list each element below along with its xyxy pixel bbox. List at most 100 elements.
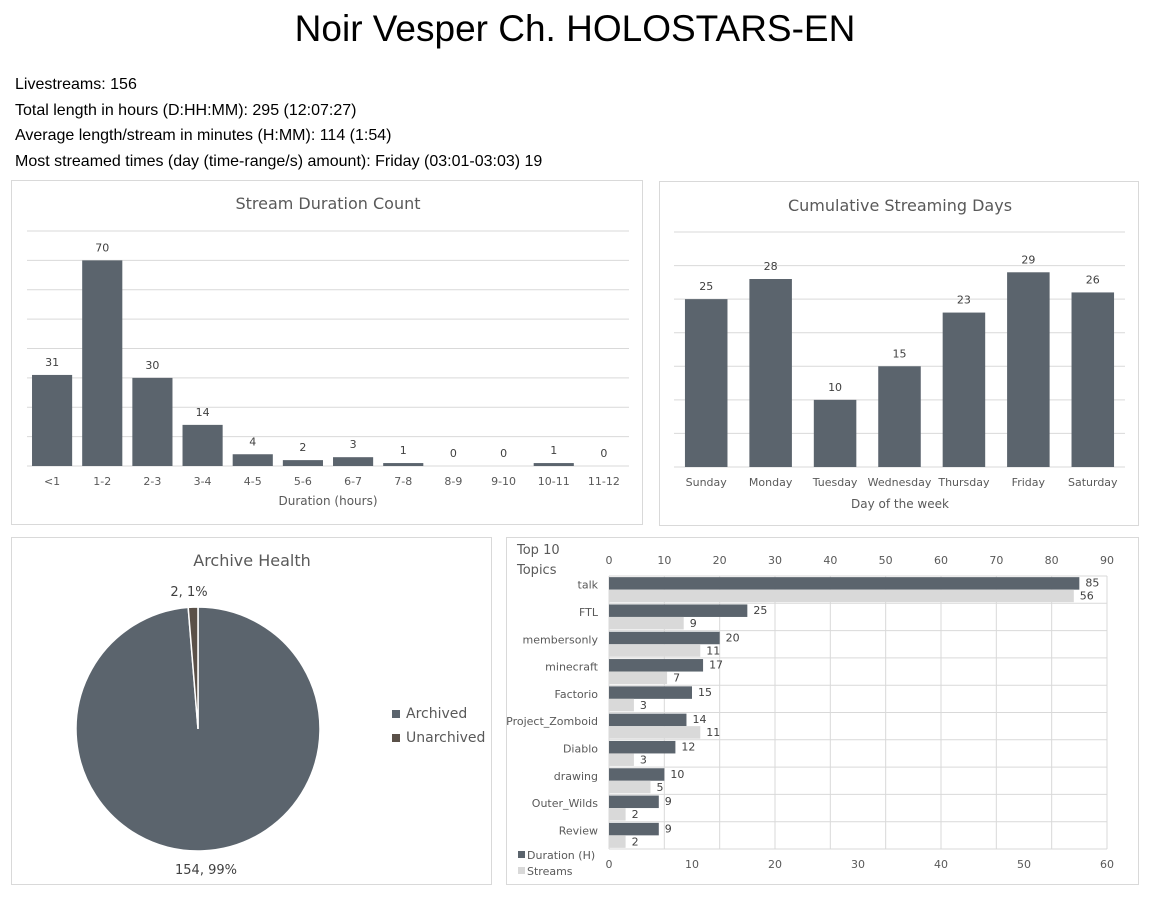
category-label: Review bbox=[559, 824, 598, 837]
data-label-duration: 85 bbox=[1085, 577, 1099, 590]
tick-label: Monday bbox=[749, 476, 793, 489]
bottom-tick-label: 60 bbox=[1100, 858, 1114, 871]
legend-label-archived: Archived bbox=[406, 706, 468, 722]
bar-duration bbox=[609, 631, 720, 645]
bar-duration bbox=[609, 795, 659, 809]
bar-streams bbox=[609, 835, 626, 848]
bar-duration bbox=[609, 740, 676, 754]
data-label: 23 bbox=[957, 294, 971, 307]
tick-label: Friday bbox=[1012, 476, 1046, 489]
chart-title: Archive Health bbox=[193, 551, 311, 570]
bar bbox=[282, 460, 323, 466]
bar bbox=[1071, 292, 1115, 467]
bar bbox=[533, 463, 574, 466]
legend-swatch-unarchived bbox=[392, 734, 400, 742]
bar bbox=[32, 374, 73, 466]
tick-label: 7-8 bbox=[394, 475, 412, 488]
category-label: Diablo bbox=[563, 742, 598, 755]
data-label-duration: 17 bbox=[709, 659, 723, 672]
data-label-streams: 11 bbox=[706, 644, 720, 657]
category-label: FTL bbox=[579, 606, 599, 619]
data-label: 2 bbox=[299, 441, 306, 454]
bar-duration bbox=[609, 659, 704, 672]
data-label-duration: 10 bbox=[670, 768, 684, 781]
stat-total-length: Total length in hours (D:HH:MM): 295 (12… bbox=[15, 101, 357, 119]
days-chart-panel: Cumulative Streaming Days 25 Sunday 28 Monda… bbox=[659, 181, 1139, 526]
chart-title: Topics bbox=[516, 563, 557, 578]
bar bbox=[813, 399, 857, 467]
data-label: 28 bbox=[764, 260, 778, 273]
data-label: 26 bbox=[1086, 273, 1100, 286]
top-tick-label: 0 bbox=[606, 554, 613, 567]
tick-label: 1-2 bbox=[93, 475, 111, 488]
days-chart: Cumulative Streaming Days 25 Sunday 28 Monda… bbox=[674, 196, 1125, 511]
data-label-streams: 3 bbox=[640, 699, 647, 712]
category-label: Project_Zomboid bbox=[507, 715, 598, 728]
top-tick-label: 70 bbox=[989, 554, 1003, 567]
data-label: 1 bbox=[550, 444, 557, 457]
tick-label: Sunday bbox=[686, 476, 728, 489]
bottom-tick-label: 20 bbox=[768, 858, 782, 871]
duration-chart-panel: Stream Duration Count 31 <1 70 1-2 30 2-3 14 3-4… bbox=[11, 180, 643, 525]
bar bbox=[383, 463, 424, 466]
bar-duration bbox=[609, 768, 665, 781]
tick-label: 9-10 bbox=[491, 475, 516, 488]
category-label: Factorio bbox=[555, 688, 599, 701]
stat-most-streamed: Most streamed times (day (time-range/s) … bbox=[15, 152, 543, 170]
archive-chart-panel: Archive Health 154, 99% 2, 1% Archived Una… bbox=[11, 537, 492, 885]
bar-streams bbox=[609, 726, 701, 739]
data-label-streams: 3 bbox=[640, 753, 647, 766]
legend-swatch-archived bbox=[392, 710, 400, 718]
data-label: 10 bbox=[828, 381, 842, 394]
tick-label: <1 bbox=[44, 475, 60, 488]
data-label-duration: 25 bbox=[753, 604, 767, 617]
top-tick-label: 20 bbox=[713, 554, 727, 567]
chart-title: Stream Duration Count bbox=[235, 194, 420, 213]
data-label: 3 bbox=[350, 438, 357, 451]
legend-swatch-streams bbox=[518, 867, 525, 874]
data-label: 14 bbox=[196, 406, 210, 419]
data-label-streams: 9 bbox=[690, 617, 697, 630]
top-tick-label: 30 bbox=[768, 554, 782, 567]
bar-streams bbox=[609, 671, 668, 685]
data-label-duration: 15 bbox=[698, 686, 712, 699]
data-label-duration: 20 bbox=[726, 631, 740, 644]
data-label: 0 bbox=[450, 447, 457, 460]
bar-duration bbox=[609, 822, 659, 836]
chart-title: Cumulative Streaming Days bbox=[788, 196, 1012, 215]
data-label: 15 bbox=[893, 347, 907, 360]
stat-livestreams: Livestreams: 156 bbox=[15, 76, 137, 93]
tick-label: 11-12 bbox=[588, 475, 620, 488]
bar-streams bbox=[609, 644, 701, 657]
bar-streams bbox=[609, 589, 1074, 603]
top-tick-label: 90 bbox=[1100, 554, 1114, 567]
tick-label: 6-7 bbox=[344, 475, 362, 488]
bottom-tick-label: 50 bbox=[1017, 858, 1031, 871]
tick-label: 3-4 bbox=[194, 475, 212, 488]
page-title: Noir Vesper Ch. HOLOSTARS-EN bbox=[294, 8, 856, 49]
bar-streams bbox=[609, 616, 684, 630]
stat-average-length: Average length/stream in minutes (H:MM):… bbox=[15, 127, 392, 144]
bar bbox=[749, 279, 792, 467]
data-label: 4 bbox=[249, 435, 256, 448]
top-tick-label: 50 bbox=[879, 554, 893, 567]
tick-label: Saturday bbox=[1068, 476, 1118, 489]
bar-streams bbox=[609, 753, 634, 766]
tick-label: 5-6 bbox=[294, 475, 312, 488]
x-axis-label: Duration (hours) bbox=[278, 494, 377, 508]
data-label: 1 bbox=[400, 444, 407, 457]
data-label: 30 bbox=[145, 359, 159, 372]
legend-swatch-duration bbox=[518, 851, 525, 858]
legend-item-unarchived: Unarchived bbox=[392, 730, 485, 746]
bar-duration bbox=[609, 577, 1080, 590]
data-label-streams: 11 bbox=[706, 726, 720, 739]
bar bbox=[182, 424, 223, 466]
data-label-streams: 2 bbox=[632, 808, 639, 821]
data-label-streams: 2 bbox=[632, 835, 639, 848]
bar-duration bbox=[609, 713, 687, 727]
category-label: minecraft bbox=[545, 661, 599, 674]
legend-item-archived: Archived bbox=[392, 706, 485, 722]
data-label: 29 bbox=[1021, 253, 1035, 266]
bar bbox=[942, 312, 986, 467]
topics-chart-panel: Top 10 Topics 0 10 20 30 40 50 60 70 80 90 0 10 20 30 40… bbox=[506, 537, 1139, 885]
